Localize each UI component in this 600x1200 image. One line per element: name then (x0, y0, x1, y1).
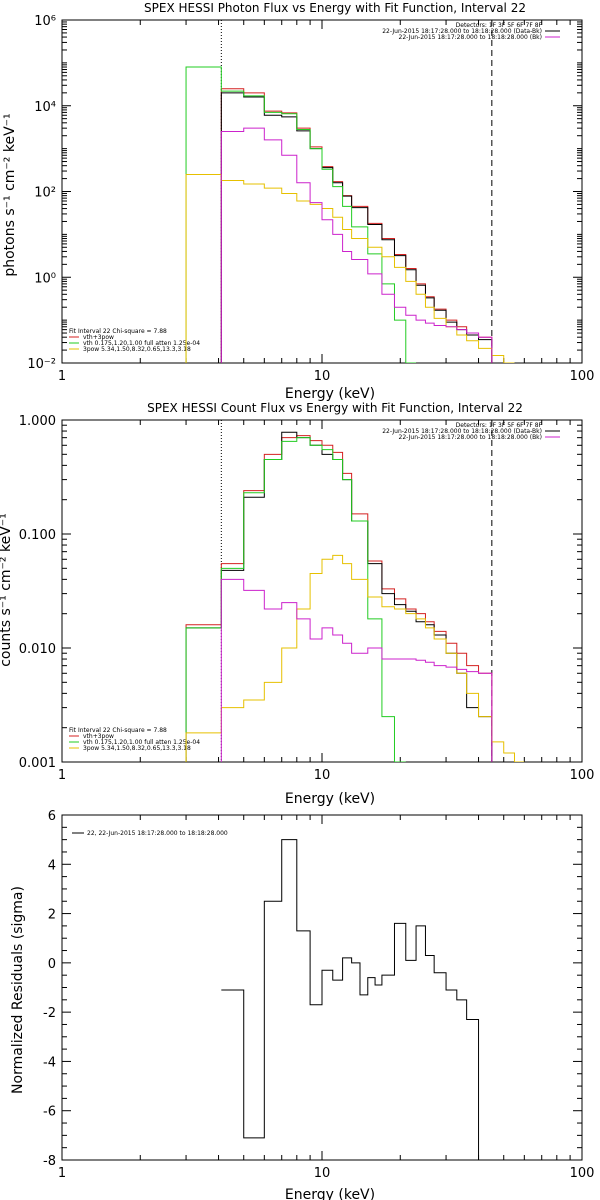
legend-entry: vth 0.175,1.20,1.00 full atten 1.25e-04 (83, 340, 200, 347)
y-tick-label: 0.010 (19, 642, 56, 657)
y-tick-label: 10⁰ (34, 271, 56, 286)
legend-entry: 3pow 5.34,1.50,8.32,0.65,13.3,3.18 (83, 346, 191, 353)
series-22 (221, 839, 492, 1160)
series-data-bk (185, 431, 493, 762)
y-tick-label: -2 (43, 1006, 56, 1021)
x-tick-label: 100 (570, 1166, 595, 1181)
series-vth (185, 66, 417, 363)
x-tick-label: 1 (58, 1166, 66, 1181)
series-vth (185, 437, 406, 762)
y-tick-label: 0 (48, 957, 56, 972)
legend-entry: Fit Interval 22 Chi-square = 7.88 (69, 328, 167, 335)
x-tick-label: 1 (58, 369, 66, 384)
count-flux-xlabel: Energy (keV) (285, 791, 375, 807)
photon-flux-ylabel: photons s⁻¹ cm⁻² keV⁻¹ (2, 113, 18, 276)
x-tick-label: 10 (314, 768, 331, 783)
legend-entry: Detectors: 1F 3F 5F 6F 7F 8F (456, 22, 543, 29)
y-tick-label: 10⁴ (34, 100, 56, 115)
count-flux-title: SPEX HESSI Count Flux vs Energy with Fit… (147, 401, 523, 415)
residuals-ylabel: Normalized Residuals (sigma) (10, 886, 26, 1094)
photon-flux-xlabel: Energy (keV) (285, 386, 375, 402)
legend-entry: Fit Interval 22 Chi-square = 7.88 (69, 727, 167, 734)
legend-entry: 22-Jun-2015 18:17:28.000 to 18:18:28.000… (399, 434, 542, 441)
count-flux-panel: SPEX HESSI Count Flux vs Energy with Fit… (0, 401, 594, 807)
y-tick-label: -6 (43, 1105, 56, 1120)
residuals-xlabel: Energy (keV) (285, 1187, 375, 1200)
legend-entry: Detectors: 1F 3F 5F 6F 7F 8F (456, 422, 543, 429)
x-ticks (61, 420, 583, 762)
plot-frame (61, 19, 583, 364)
x-tick-label: 1 (58, 768, 66, 783)
legend-entry: vth+3pow (83, 334, 114, 341)
x-tick-label: 10 (314, 1166, 331, 1181)
legend-entry: vth 0.175,1.20,1.00 full atten 1.25e-04 (83, 739, 200, 746)
y-tick-label: 0.001 (19, 756, 56, 771)
photon-flux-panel: SPEX HESSI Photon Flux vs Energy with Fi… (2, 1, 594, 402)
legend-entry: 22-Jun-2015 18:17:28.000 to 18:18:28.000… (399, 34, 542, 41)
x-ticks (61, 815, 583, 1160)
series-3pow (185, 173, 515, 363)
x-tick-label: 10 (314, 369, 331, 384)
y-ticks (62, 19, 582, 364)
y-tick-label: -4 (43, 1055, 56, 1070)
plot-frame (61, 419, 583, 763)
legend-entry: vth+3pow (83, 733, 114, 740)
x-tick-label: 100 (570, 768, 595, 783)
y-tick-label: 10² (34, 186, 56, 201)
legend-entry: 22-Jun-2015 18:17:28.000 to 18:18:28.000… (382, 428, 542, 435)
count-flux-ylabel: counts s⁻¹ cm⁻² keV⁻¹ (0, 513, 14, 667)
series-3pow (185, 554, 525, 762)
x-ticks (61, 20, 583, 363)
series-bk (220, 578, 493, 762)
legend-entry: 3pow 5.34,1.50,8.32,0.65,13.3,3.18 (83, 745, 191, 752)
x-tick-label: 100 (570, 369, 595, 384)
residuals-panel: Energy (keV) Normalized Residuals (sigma… (10, 809, 594, 1200)
y-ticks (62, 419, 582, 763)
series-data-bk (220, 92, 493, 363)
y-tick-label: 4 (48, 858, 56, 873)
y-tick-label: 1.000 (19, 414, 56, 429)
series-vth-3pow (185, 435, 493, 762)
y-tick-label: 6 (48, 809, 56, 824)
y-tick-label: 10⁶ (34, 14, 56, 29)
series-bk (220, 127, 493, 363)
series-vth-3pow (220, 88, 493, 363)
y-ticks (62, 814, 582, 1161)
y-tick-label: -8 (43, 1154, 56, 1169)
y-tick-label: 10⁻² (27, 357, 56, 372)
y-tick-label: 2 (48, 908, 56, 923)
y-tick-label: 0.100 (19, 528, 56, 543)
photon-flux-title: SPEX HESSI Photon Flux vs Energy with Fi… (144, 1, 526, 15)
legend-entry: 22-Jun-2015 18:17:28.000 to 18:18:28.000… (382, 28, 542, 35)
legend-entry: 22, 22-Jun-2015 18:17:28.000 to 18:18:28… (87, 830, 228, 837)
